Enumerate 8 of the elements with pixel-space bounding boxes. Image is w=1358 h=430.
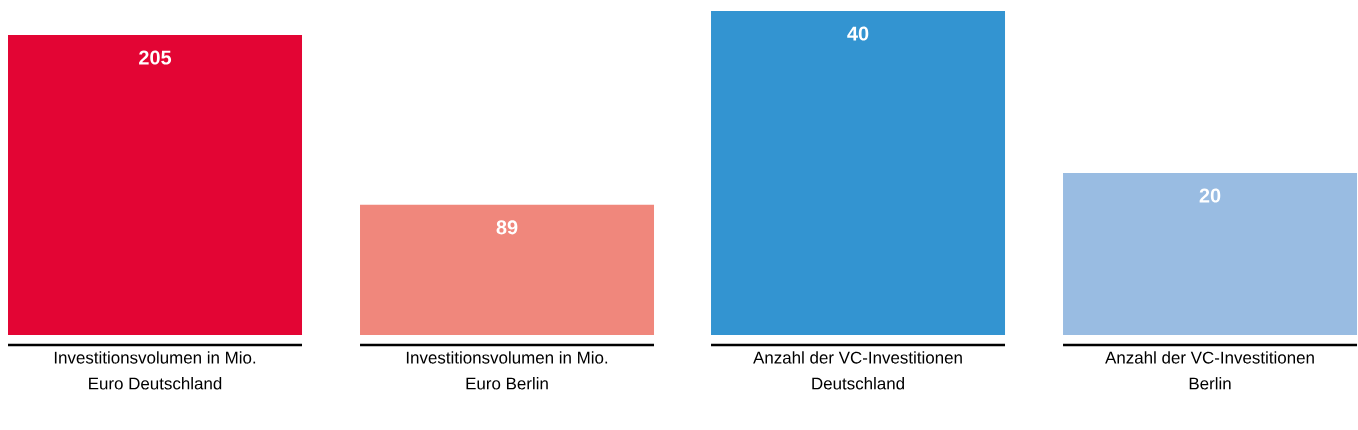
data-label: 89 (496, 220, 518, 235)
x-tick-label: Anzahl der VC-Investitionen Deutschland (753, 351, 962, 390)
data-label: 20 (1199, 188, 1221, 203)
x-tick-label: Investitionsvolumen in Mio. Euro Berlin (406, 351, 608, 390)
x-tick-label: Investitionsvolumen in Mio. Euro Deutschland (54, 351, 256, 390)
x-tick-label: Anzahl der VC-Investitionen Berlin (1105, 351, 1314, 390)
data-label: 40 (847, 26, 869, 41)
data-label: 205 (139, 50, 172, 65)
